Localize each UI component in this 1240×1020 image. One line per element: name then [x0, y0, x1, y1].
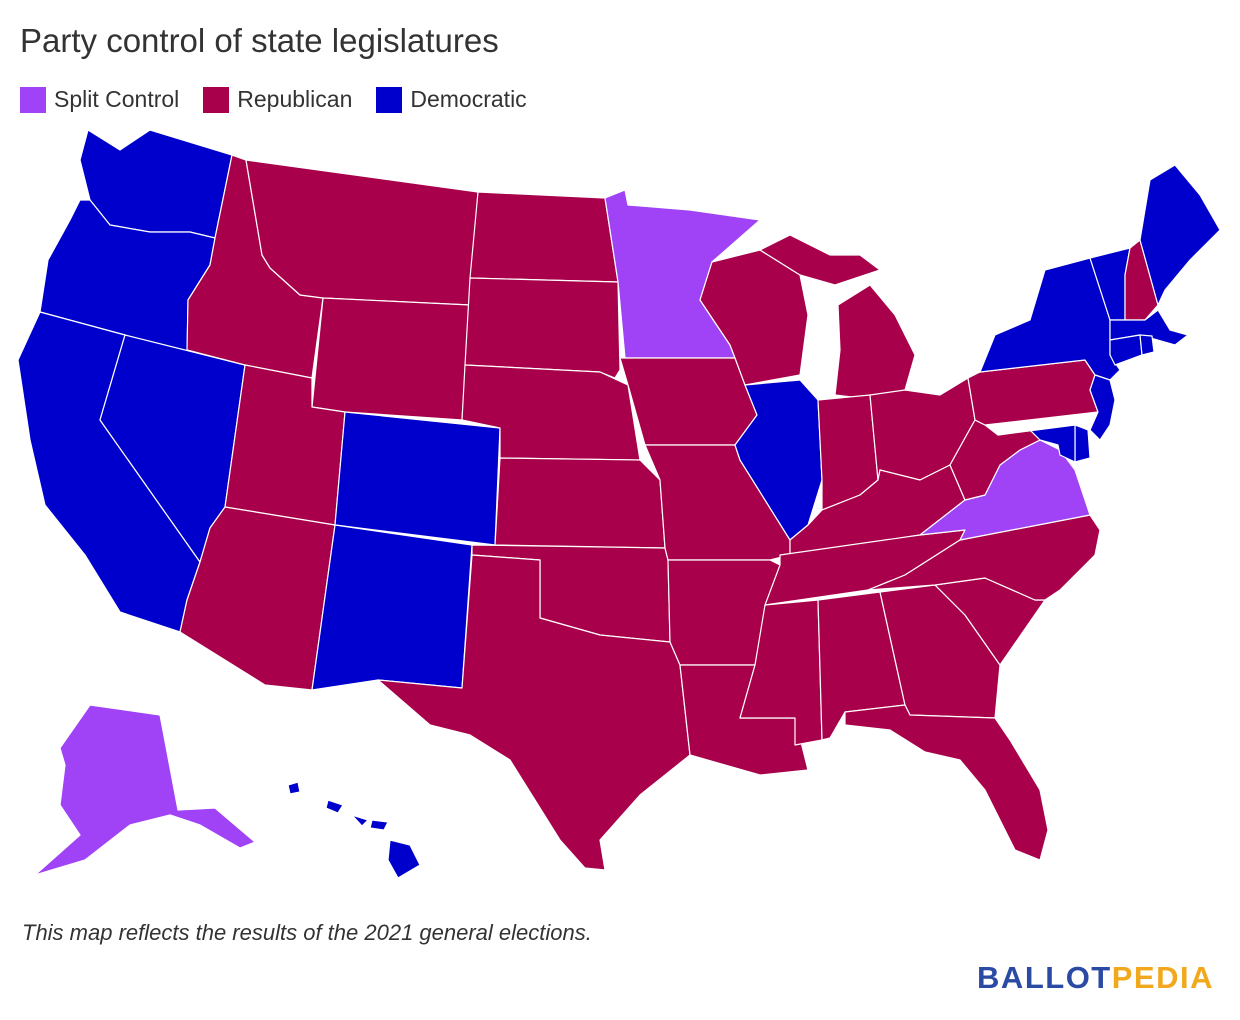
state-maine[interactable]	[1139, 164, 1221, 306]
legend-label-democratic: Democratic	[410, 86, 527, 112]
state-north-dakota[interactable]	[469, 191, 619, 283]
state-connecticut[interactable]	[1109, 334, 1143, 366]
state-iowa[interactable]	[619, 357, 758, 446]
state-michigan-upper[interactable]	[759, 234, 881, 286]
state-wyoming[interactable]	[311, 297, 471, 421]
state-maryland[interactable]	[997, 424, 1076, 463]
state-kansas[interactable]	[494, 457, 666, 549]
legend-swatch-democratic	[376, 86, 403, 113]
legend-label-split: Split Control	[54, 86, 180, 112]
legend-swatch-split	[20, 86, 46, 113]
legend-label-republican: Republican	[237, 86, 353, 112]
state-florida[interactable]	[844, 704, 1049, 861]
state-colorado[interactable]	[334, 411, 501, 546]
state-new-mexico[interactable]	[311, 524, 473, 691]
logo-part-pedia: PEDIA	[1111, 960, 1214, 995]
state-hawaii[interactable]	[287, 781, 421, 879]
state-new-jersey[interactable]	[1089, 374, 1116, 441]
legend: Split Control Republican Democratic	[20, 86, 551, 113]
logo-part-ballot: BALLOT	[977, 960, 1112, 995]
map-title: Party control of state legislatures	[20, 22, 499, 59]
state-south-dakota[interactable]	[464, 277, 621, 379]
state-michigan-lower[interactable]	[834, 284, 916, 399]
legend-item-republican: Republican	[203, 86, 352, 113]
state-texas[interactable]	[377, 554, 691, 871]
state-rhode-island[interactable]	[1139, 334, 1155, 356]
state-delaware[interactable]	[1074, 424, 1091, 463]
legend-item-split: Split Control	[20, 86, 179, 113]
footnote: This map reflects the results of the 202…	[22, 920, 592, 945]
legend-swatch-republican	[203, 86, 230, 113]
legend-item-democratic: Democratic	[376, 86, 527, 113]
ballotpedia-logo: BALLOTPEDIA	[977, 960, 1214, 996]
state-alaska[interactable]	[34, 704, 256, 876]
